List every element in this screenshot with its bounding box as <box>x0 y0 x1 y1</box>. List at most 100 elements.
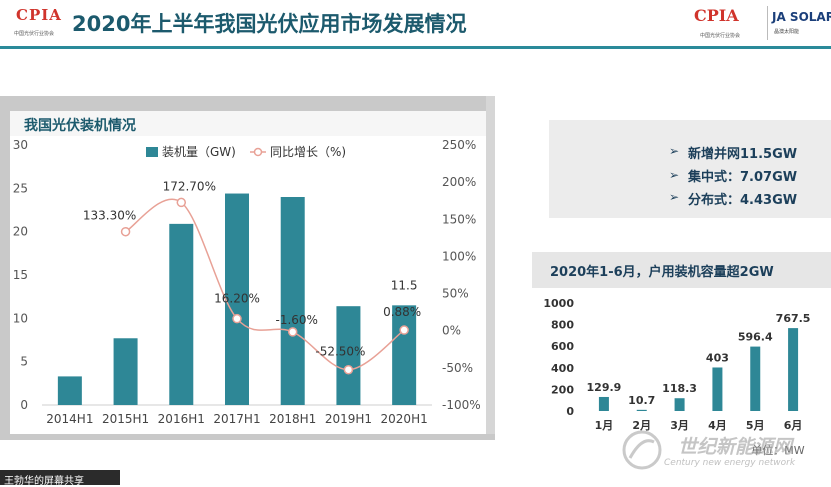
bar-2017H1 <box>225 193 249 405</box>
growth-point <box>399 325 409 335</box>
x-tick-label: 2020H1 <box>381 412 428 426</box>
panel-frame-left <box>0 118 10 438</box>
bar-2018H1 <box>280 197 305 405</box>
ja-solar-logo-text: JA SOLAR <box>772 10 831 24</box>
x-tick-label: 2018H1 <box>269 412 316 426</box>
cpia-logo-right: CPIA 中国光伏行业协会 <box>688 4 762 44</box>
ja-solar-logo-sub: 晶澳太阳能 <box>774 29 800 35</box>
x-tick-label: 2015H1 <box>102 412 149 426</box>
info-item-new-grid: 新增并网11.5GW <box>688 147 798 162</box>
y-right-tick-label: 0% <box>442 324 461 338</box>
sub-bar-value-label: 596.4 <box>738 331 773 344</box>
y-left-tick-label: 25 <box>13 181 28 195</box>
sub-x-tick-label: 6月 <box>784 419 803 432</box>
y-right-tick-label: 150% <box>442 212 476 226</box>
x-tick-label: 2014H1 <box>46 412 93 426</box>
info-box <box>549 120 831 218</box>
cpia-logo-left-sub: 中国光伏行业协会 <box>14 31 55 37</box>
cpia-logo-right-text: CPIA <box>694 6 739 25</box>
legend-bar-swatch <box>146 147 158 157</box>
info-item-distributed: 分布式：4.43GW <box>688 193 798 208</box>
y-left-tick-label: 10 <box>13 311 28 325</box>
growth-data-label: 172.70% <box>163 179 216 193</box>
bar-2014H1 <box>57 376 82 405</box>
watermark-subtext: Century new energy network <box>664 458 796 468</box>
sub-y-tick-label: 0 <box>566 405 574 418</box>
sub-y-tick-label: 600 <box>551 340 574 353</box>
y-right-tick-label: 100% <box>442 249 476 263</box>
bar-2019H1 <box>336 306 361 405</box>
sub-x-tick-label: 4月 <box>708 419 727 432</box>
x-tick-label: 2017H1 <box>213 412 260 426</box>
sub-bar-4月 <box>712 367 723 411</box>
sub-bar-2月 <box>636 409 647 411</box>
sub-y-tick-label: 400 <box>551 362 574 375</box>
y-right-tick-label: 200% <box>442 175 476 189</box>
sub-bar-1月 <box>598 396 609 411</box>
sub-x-tick-label: 5月 <box>746 419 765 432</box>
header-divider <box>0 46 831 49</box>
y-left-tick-label: 5 <box>20 355 28 369</box>
sub-x-tick-label: 2月 <box>632 419 651 432</box>
sub-chart-title-band <box>532 252 831 288</box>
sub-x-tick-label: 1月 <box>595 419 614 432</box>
sub-x-tick-label: 3月 <box>670 419 689 432</box>
x-tick-label: 2016H1 <box>158 412 205 426</box>
y-left-tick-label: 20 <box>13 225 28 239</box>
growth-data-label: -52.50% <box>315 345 365 359</box>
growth-data-label: 133.30% <box>83 209 136 223</box>
growth-point <box>343 364 354 375</box>
sub-bar-3月 <box>674 398 685 411</box>
header <box>0 0 831 46</box>
screen-share-label: 王勃华的屏幕共享 <box>4 476 84 487</box>
bar-2016H1 <box>169 223 194 405</box>
x-tick-label: 2019H1 <box>325 412 372 426</box>
bar-2020H1 <box>392 305 417 405</box>
y-left-tick-label: 30 <box>13 138 28 152</box>
sub-unit-label: 单位：MW <box>751 443 804 457</box>
growth-data-label: 16.20% <box>214 292 260 306</box>
cpia-logo-right-sub: 中国光伏行业协会 <box>700 33 741 39</box>
cpia-logo-left: CPIA 中国光伏行业协会 <box>12 6 64 38</box>
sub-bar-value-label: 767.5 <box>776 312 811 325</box>
sub-y-tick-label: 200 <box>551 383 574 396</box>
sub-y-tick-label: 1000 <box>543 297 574 310</box>
sub-chart-title: 2020年1-6月，户用装机容量超2GW <box>550 265 774 280</box>
watermark-logo-icon <box>622 430 662 470</box>
chevron-right-icon: ➢ <box>669 144 680 158</box>
y-right-tick-label: -50% <box>442 361 473 375</box>
legend-line-marker <box>253 147 263 157</box>
screen-share-bar <box>0 470 120 485</box>
bar-data-label: 11.5 <box>391 278 418 292</box>
growth-data-label: 0.88% <box>383 305 421 319</box>
sub-bar-5月 <box>750 346 761 411</box>
sub-y-tick-label: 800 <box>551 319 574 332</box>
growth-point <box>287 327 298 337</box>
main-chart-title: 我国光伏装机情况 <box>24 118 136 134</box>
growth-point <box>176 197 187 208</box>
panel-frame-right <box>486 96 495 438</box>
sub-bar-value-label: 403 <box>706 351 729 364</box>
ja-solar-logo: JA SOLAR 晶澳太阳能 <box>772 6 831 42</box>
watermark-text: 世纪新能源网 <box>678 436 793 458</box>
legend-bar-label: 装机量（GW) <box>162 145 236 159</box>
y-left-tick-label: 15 <box>13 268 28 282</box>
y-left-tick-label: 0 <box>20 398 28 412</box>
slide-title: 2020年上半年我国光伏应用市场发展情况 <box>72 12 467 36</box>
growth-point <box>232 313 242 324</box>
sub-bar-value-label: 118.3 <box>662 382 697 395</box>
y-right-tick-label: 250% <box>442 138 476 152</box>
growth-data-label: -1.60% <box>275 313 317 327</box>
info-item-centralized: 集中式：7.07GW <box>688 170 798 185</box>
y-right-tick-label: 50% <box>442 287 469 301</box>
panel-frame-bottom <box>0 434 495 440</box>
legend-line-label: 同比增长（%) <box>270 145 346 159</box>
bar-2015H1 <box>113 338 138 405</box>
sub-bar-6月 <box>788 328 799 411</box>
cpia-logo-left-text: CPIA <box>16 6 62 24</box>
growth-point <box>120 226 131 237</box>
chevron-right-icon: ➢ <box>669 190 680 204</box>
logo-separator <box>767 6 768 40</box>
sub-bar-value-label: 129.9 <box>587 381 622 394</box>
